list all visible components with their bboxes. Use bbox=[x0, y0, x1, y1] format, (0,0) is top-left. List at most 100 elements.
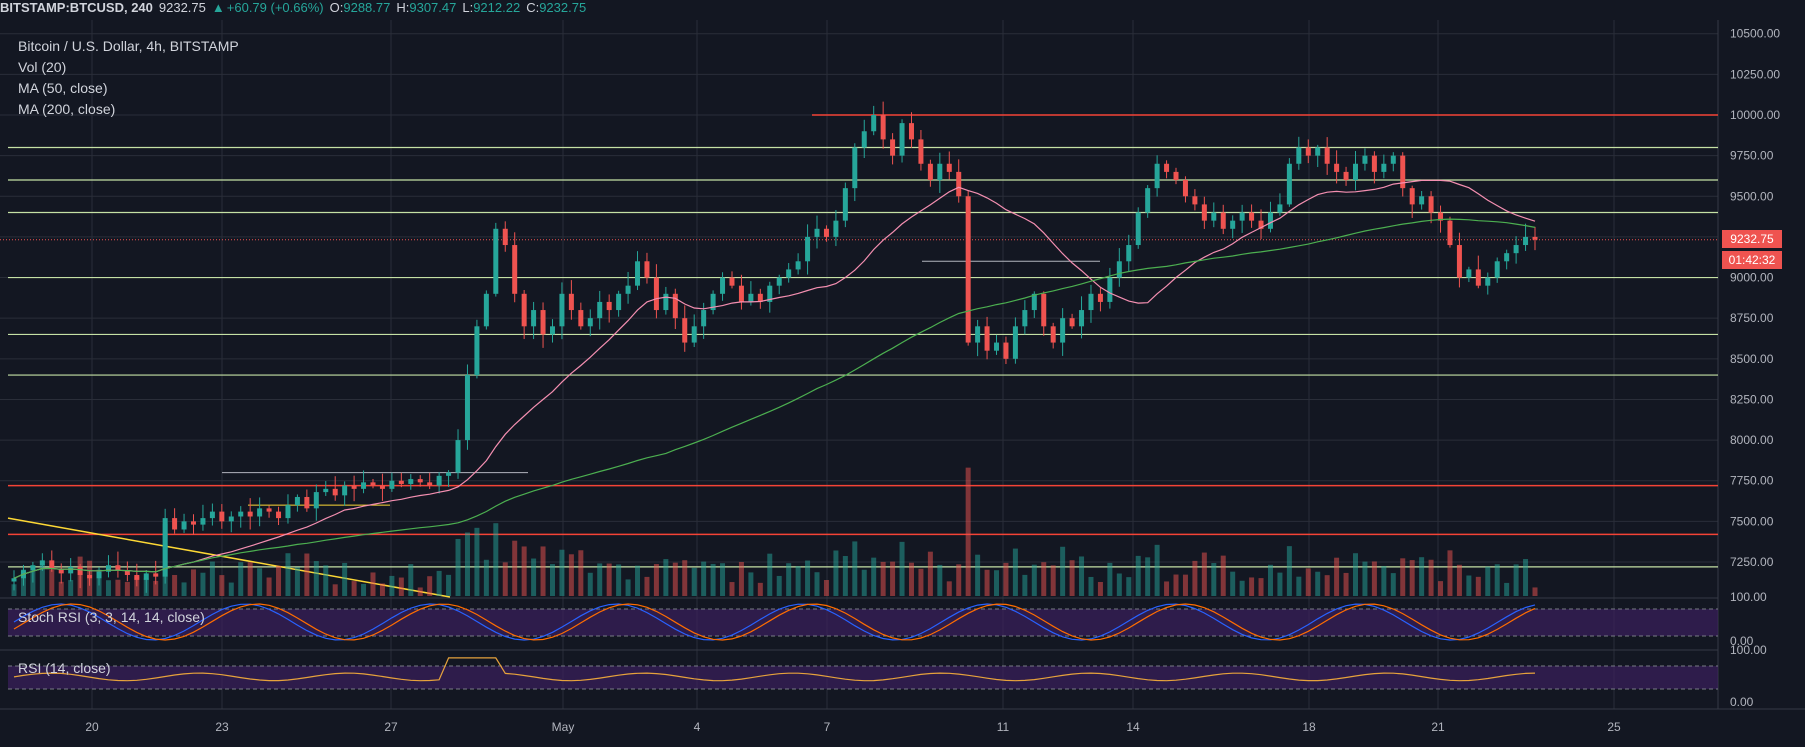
volume-bar bbox=[190, 569, 196, 596]
volume-bar bbox=[861, 569, 867, 596]
candle-body bbox=[493, 228, 499, 294]
candle-body bbox=[247, 511, 253, 517]
volume-bar bbox=[965, 467, 971, 596]
volume-bar bbox=[11, 584, 17, 596]
volume-bar bbox=[1239, 580, 1245, 596]
volume-bar bbox=[1258, 578, 1264, 596]
candle-body bbox=[68, 566, 74, 574]
volume-bar bbox=[370, 572, 376, 596]
low-value: 9212.22 bbox=[473, 0, 521, 15]
candle-body bbox=[776, 277, 782, 286]
candle-body bbox=[1362, 155, 1368, 164]
ma200-study-label[interactable]: MA (200, close) bbox=[18, 101, 116, 117]
candle-body bbox=[890, 139, 896, 156]
volume-bar bbox=[1513, 564, 1519, 596]
candle-body bbox=[1258, 220, 1264, 229]
volume-bar bbox=[1220, 555, 1226, 596]
volume-bar bbox=[1438, 581, 1444, 596]
candle-body bbox=[502, 228, 508, 246]
candle-body bbox=[833, 220, 839, 237]
chart-legend: Bitcoin / U.S. Dollar, 4h, BITSTAMP Vol … bbox=[18, 36, 239, 120]
candle-body bbox=[531, 310, 537, 327]
volume-bar bbox=[124, 581, 130, 596]
candle-body bbox=[1154, 163, 1160, 189]
volume-bar bbox=[823, 579, 829, 596]
candle-body bbox=[937, 163, 943, 181]
volume-bar bbox=[767, 553, 773, 596]
volume-bar bbox=[257, 568, 263, 596]
volume-study-label[interactable]: Vol (20) bbox=[18, 59, 67, 75]
volume-bar bbox=[984, 569, 990, 596]
candle-body bbox=[1456, 245, 1462, 278]
volume-bar bbox=[1324, 575, 1330, 596]
candle-body bbox=[455, 440, 461, 473]
y-axis-tick-label: 8250.00 bbox=[1730, 392, 1774, 406]
volume-bar bbox=[474, 527, 480, 596]
candle-body bbox=[578, 310, 584, 327]
x-axis-tick-label: 21 bbox=[1431, 720, 1445, 734]
candle-body bbox=[1485, 277, 1491, 286]
y-axis-tick-label: 7250.00 bbox=[1730, 555, 1774, 569]
rsi-line bbox=[13, 657, 1536, 682]
stoch-rsi-label[interactable]: Stoch RSI (3, 3, 14, 14, close) bbox=[18, 609, 205, 625]
y-axis-tick-label: 9000.00 bbox=[1730, 271, 1774, 285]
volume-bar bbox=[748, 572, 754, 596]
volume-bar bbox=[927, 551, 933, 596]
candle-body bbox=[427, 482, 433, 486]
volume-bar bbox=[389, 575, 395, 596]
candle-body bbox=[956, 171, 962, 197]
candle-body bbox=[1031, 293, 1037, 311]
ma50-study-label[interactable]: MA (50, close) bbox=[18, 80, 108, 96]
candle-body bbox=[1192, 196, 1198, 205]
chart-title: Bitcoin / U.S. Dollar, 4h, BITSTAMP bbox=[18, 38, 239, 54]
volume-bar bbox=[313, 561, 319, 596]
volume-bar bbox=[1485, 566, 1491, 596]
rsi-label[interactable]: RSI (14, close) bbox=[18, 660, 111, 676]
x-axis-tick-label: May bbox=[552, 720, 575, 734]
y-axis-tick-label: 10500.00 bbox=[1730, 27, 1780, 41]
candle-body bbox=[691, 326, 697, 343]
candle-body bbox=[1447, 220, 1453, 246]
candle-body bbox=[918, 139, 924, 164]
volume-bar bbox=[351, 581, 357, 596]
volume-bar bbox=[946, 581, 952, 596]
candle-body bbox=[842, 188, 848, 221]
candle-body bbox=[1315, 147, 1321, 156]
volume-bar bbox=[512, 540, 518, 596]
volume-bar bbox=[1456, 564, 1462, 596]
candle-body bbox=[1182, 180, 1188, 197]
volume-bar bbox=[814, 572, 820, 596]
close-value: 9232.75 bbox=[539, 0, 587, 15]
candle-body bbox=[266, 508, 272, 512]
symbol-name[interactable]: BITSTAMP:BTCUSD, 240 bbox=[0, 0, 153, 15]
volume-bar bbox=[653, 564, 659, 596]
candle-body bbox=[1494, 261, 1500, 278]
volume-bar bbox=[294, 567, 300, 596]
candle-body bbox=[1069, 318, 1075, 327]
volume-bar bbox=[58, 581, 64, 596]
candle-body bbox=[663, 293, 669, 311]
y-axis-tick-label: 8750.00 bbox=[1730, 311, 1774, 325]
candle-body bbox=[474, 326, 480, 376]
volume-bar bbox=[578, 550, 584, 596]
candle-body bbox=[597, 301, 603, 319]
candle-body bbox=[1296, 147, 1302, 164]
candle-body bbox=[1145, 188, 1151, 213]
volume-bar bbox=[1088, 576, 1094, 596]
candle-body bbox=[1173, 171, 1179, 181]
volume-bar bbox=[379, 583, 385, 596]
x-axis-tick-label: 11 bbox=[997, 720, 1010, 734]
candle-body bbox=[1466, 269, 1472, 278]
volume-bar bbox=[1097, 581, 1103, 596]
candle-body bbox=[313, 492, 319, 509]
high-label: H: bbox=[396, 0, 410, 15]
rsi-axis-label: 100.00 bbox=[1730, 643, 1767, 657]
candle-body bbox=[1126, 245, 1132, 262]
volume-bar bbox=[20, 569, 26, 596]
volume-bar bbox=[1447, 550, 1453, 596]
volume-bar bbox=[1419, 557, 1425, 596]
volume-bar bbox=[635, 565, 641, 596]
volume-bar bbox=[1277, 572, 1283, 596]
close-label: C: bbox=[526, 0, 540, 15]
